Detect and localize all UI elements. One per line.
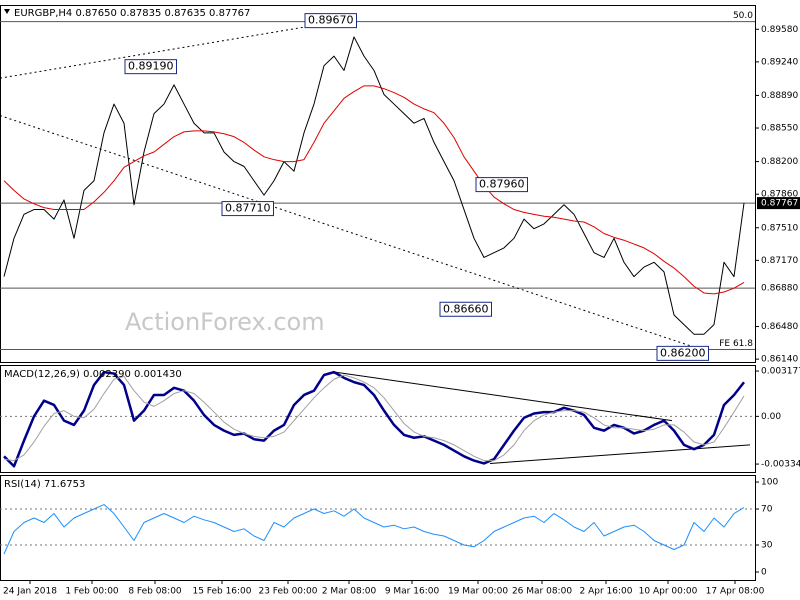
- annotation-label: 0.87710: [225, 202, 271, 215]
- annotation-box: [656, 345, 709, 361]
- x-tick-label: 2 Mar 08:00: [322, 587, 377, 597]
- x-tick-label: 17 Apr 08:00: [706, 587, 765, 597]
- annotation-label: 0.86200: [660, 346, 706, 359]
- annotation-box: [439, 301, 492, 317]
- y-tick-label: 30: [761, 541, 773, 551]
- y-tick-label: 0.87860: [761, 190, 798, 200]
- x-tick-label: 24 Jan 2018: [3, 587, 57, 597]
- symbol-icon: [4, 9, 10, 14]
- annotation-box: [475, 177, 528, 193]
- trendline: [334, 371, 673, 422]
- x-tick-label: 26 Mar 08:00: [512, 587, 572, 597]
- series-line: [3, 85, 745, 295]
- y-tick-label: 0.89240: [761, 57, 798, 67]
- x-tick-label: 8 Feb 08:00: [128, 587, 182, 597]
- panel-title: RSI(14) 71.6753: [4, 479, 85, 490]
- watermark: ActionForex.com: [125, 308, 325, 336]
- y-tick-label: 0.87170: [761, 256, 798, 266]
- annotation-box: [221, 201, 274, 217]
- y-tick-label: 0.88550: [761, 124, 798, 134]
- x-tick-label: 2 Apr 16:00: [580, 587, 633, 597]
- y-tick-label: 100: [761, 478, 778, 488]
- x-tick-label: 9 Mar 16:00: [385, 587, 440, 597]
- series-line: [3, 374, 745, 462]
- annotation-label: 0.89670: [308, 14, 354, 27]
- panel-title: MACD(12,26,9) 0.002390 0.001430: [4, 369, 182, 380]
- macd-panel-frame: [0, 365, 756, 473]
- y-tick-label: 0.88890: [761, 91, 798, 101]
- trendline: [0, 17, 361, 79]
- y-tick-label: 0.003177: [761, 367, 800, 377]
- price-tag-label: 0.86880: [761, 284, 798, 294]
- price-panel-frame: [0, 5, 756, 363]
- y-tick-label: 0.89580: [761, 25, 798, 35]
- y-tick-label: 0.88200: [761, 157, 798, 167]
- y-tick-label: 0.00: [761, 412, 781, 422]
- y-tick-label: 0: [761, 567, 767, 577]
- trendline: [0, 115, 691, 347]
- y-tick-label: 0.87510: [761, 223, 798, 233]
- series-line: [3, 36, 745, 335]
- x-tick-label: 19 Mar 00:00: [448, 587, 508, 597]
- price-tag-label: 0.87767: [761, 199, 798, 209]
- annotation-box: [124, 59, 177, 75]
- y-tick-label: 0.86480: [761, 322, 798, 332]
- y-tick-label: 0.86140: [761, 355, 798, 365]
- series-line: [3, 370, 745, 468]
- x-tick-label: 1 Feb 00:00: [65, 587, 119, 597]
- x-tick-label: 23 Feb 00:00: [258, 587, 317, 597]
- annotation-label: 0.89190: [128, 60, 174, 73]
- trendline: [489, 444, 751, 464]
- annotation-label: 0.87960: [479, 178, 525, 191]
- series-line: [3, 504, 745, 555]
- annotation-box: [304, 13, 357, 29]
- annotation-label: 0.86660: [443, 302, 489, 315]
- level-label: FE 61.8: [719, 339, 753, 349]
- price-tag: [757, 197, 800, 210]
- y-tick-label: -0.003344: [761, 460, 800, 470]
- rsi-panel-frame: [0, 475, 756, 581]
- x-tick-label: 10 Apr 00:00: [639, 587, 698, 597]
- panel-title: EURGBP,H4 0.87650 0.87835 0.87635 0.8776…: [14, 8, 250, 19]
- x-tick-label: 15 Feb 16:00: [192, 587, 251, 597]
- price-tag: [757, 282, 800, 295]
- y-tick-label: 70: [761, 505, 773, 515]
- level-label: 50.0: [733, 11, 753, 21]
